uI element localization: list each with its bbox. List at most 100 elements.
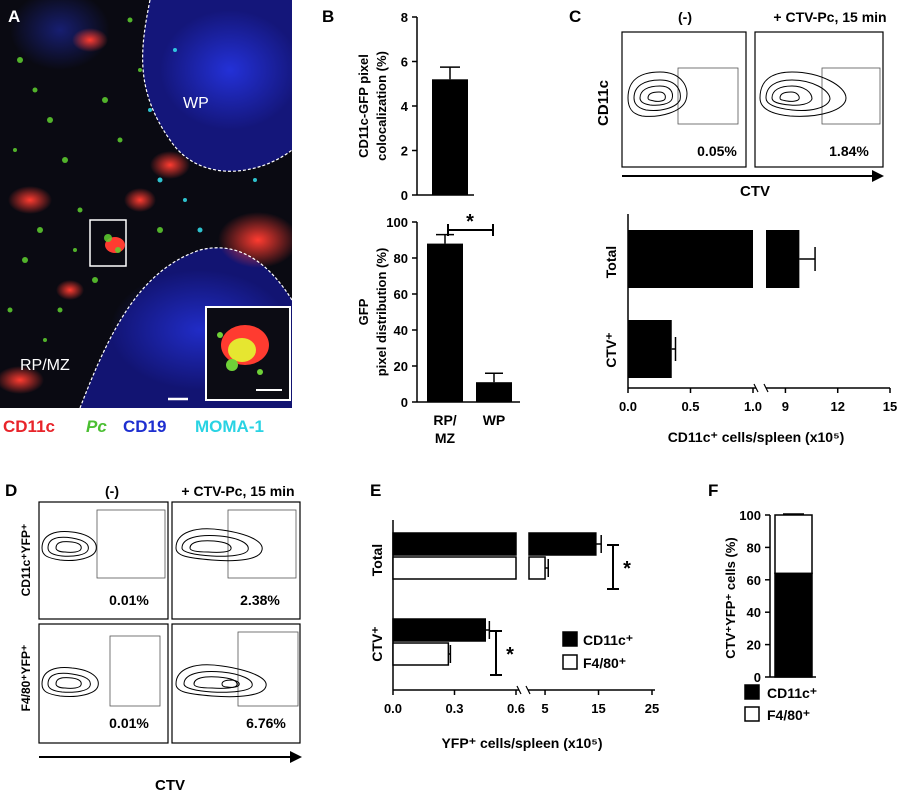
y-axis-label: CTV⁺YFP⁺ cells (%) <box>723 537 738 658</box>
x-tick-label: 1.0 <box>744 399 762 414</box>
y-tick-label: 40 <box>747 605 761 620</box>
panel-label-e: E <box>370 481 381 500</box>
flow-rowlabel-d-cd11c: CD11c⁺YFP⁺ <box>19 524 33 597</box>
bar-segment <box>774 514 813 575</box>
flow-xaxis-d: CTV <box>39 751 302 794</box>
gate-box <box>821 67 881 125</box>
micrograph-green-speckles <box>7 17 163 342</box>
gate-box <box>109 635 161 707</box>
flow-plot-d-3: 0.01% <box>38 623 169 744</box>
x-tick-label: 15 <box>883 399 897 414</box>
x-tick-label-line1: RP/ <box>433 412 456 428</box>
y-tick-label: 100 <box>739 508 761 523</box>
legend-label: F4/80⁺ <box>583 655 626 671</box>
y-category-label: Total <box>369 544 385 576</box>
chart-c-bottom: 0.0 0.5 1.0 9 12 15 Total CTV⁺ CD11c⁺ cells/sple… <box>603 214 897 445</box>
x-axis-label: YFP⁺ cells/spleen (x10⁵) <box>441 735 602 751</box>
bar <box>766 230 800 288</box>
flow-ylabel-c: CD11c <box>595 80 612 126</box>
micrograph-red-cells <box>0 28 292 394</box>
gate-box <box>677 67 739 125</box>
stain-legend: CD11c Pc CD19 MOMA-1 <box>3 417 264 436</box>
axis-break-mark <box>753 383 759 393</box>
panel-label-f: F <box>708 481 718 500</box>
legend-label: CD11c⁺ <box>583 632 633 648</box>
y-category-label: CTV⁺ <box>369 626 385 661</box>
flow-plot-c-treated: 1.84% <box>754 31 884 168</box>
rpmz-boundary-line <box>79 247 292 408</box>
flow-rowlabel-d-f480: F4/80⁺YFP⁺ <box>19 645 33 712</box>
x-tick-label: 0.0 <box>384 701 402 716</box>
y-tick-label: 20 <box>747 638 761 653</box>
gate-value: 2.38% <box>240 592 280 608</box>
bar <box>528 532 597 556</box>
x-tick-label: 5 <box>541 701 548 716</box>
flow-title-d-treated: + CTV-Pc, 15 min <box>181 483 294 499</box>
panel-label-d: D <box>5 481 17 500</box>
chart-b-top: 0 2 4 6 8 CD11c-GFP pixel colocalization (%) <box>356 10 474 203</box>
bar <box>427 243 463 402</box>
y-tick-label: 100 <box>386 215 408 230</box>
contour-plot <box>175 528 263 562</box>
legend-swatch <box>562 654 578 670</box>
y-tick-label: 40 <box>394 323 408 338</box>
x-tick-label: 15 <box>591 701 605 716</box>
significance-marker: * <box>466 211 474 233</box>
flow-title-c-treated: + CTV-Pc, 15 min <box>773 9 886 25</box>
region-label-wp: WP <box>183 95 209 112</box>
chart-b-bottom: 0 20 40 60 80 100 RP/MZ WP * GFP pixel distributio… <box>356 211 520 446</box>
contour-plot <box>627 71 688 117</box>
gate-value: 0.01% <box>109 715 149 731</box>
x-tick-label: 0.6 <box>507 701 525 716</box>
bar <box>628 320 672 378</box>
y-tick-label: 8 <box>401 10 408 25</box>
zoom-box <box>89 219 127 267</box>
x-tick-label: 0.5 <box>681 399 699 414</box>
contour-plot <box>41 531 97 561</box>
y-axis-label-line1: GFP <box>356 298 371 325</box>
legend-pc: Pc <box>86 417 107 436</box>
y-tick-label: 80 <box>394 251 408 266</box>
x-tick-label: 0.3 <box>445 701 463 716</box>
y-axis-label-line2: pixel distribution (%) <box>374 248 389 377</box>
gate-value: 0.05% <box>697 143 737 159</box>
y-tick-label: 0 <box>401 188 408 203</box>
flow-plot-d-2: 2.38% <box>171 501 301 620</box>
y-tick-label: 0 <box>754 670 761 685</box>
flow-xaxis-c: CTV <box>622 170 884 200</box>
gate-value: 1.84% <box>829 143 869 159</box>
bar-segment <box>774 572 813 678</box>
panel-label-a: A <box>8 7 20 26</box>
contour-plot <box>759 71 847 117</box>
x-tick-label: 9 <box>782 399 789 414</box>
contour-plot <box>41 667 99 697</box>
wp-boundary-line <box>142 0 292 172</box>
x-tick-label: 25 <box>645 701 659 716</box>
panel-label-b: B <box>322 7 334 26</box>
x-axis-label: CD11c⁺ cells/spleen (x10⁵) <box>668 429 845 445</box>
y-tick-label: 20 <box>394 359 408 374</box>
region-label-rpmz: RP/MZ <box>20 357 70 374</box>
significance-marker: * <box>623 558 631 580</box>
legend-swatch <box>562 631 578 647</box>
legend-label: F4/80⁺ <box>767 707 810 723</box>
contour-plot <box>175 664 267 698</box>
legend-swatch <box>744 706 760 722</box>
legend-label: CD11c⁺ <box>767 685 817 701</box>
legend-swatch <box>744 684 760 700</box>
x-tick-label-line2: MZ <box>435 430 456 446</box>
gate-value: 0.01% <box>109 592 149 608</box>
micrograph-cyan-speckles <box>148 48 257 233</box>
bar <box>432 79 468 195</box>
y-axis-label-line2: colocalization (%) <box>374 51 389 161</box>
gate-value: 6.76% <box>246 715 286 731</box>
flow-xlabel-c: CTV <box>740 183 770 200</box>
flow-title-d-control: (-) <box>105 483 119 499</box>
bar <box>392 642 450 666</box>
panel-label-c: C <box>569 7 581 26</box>
y-tick-label: 2 <box>401 144 408 159</box>
y-tick-label: 0 <box>401 395 408 410</box>
bar <box>528 556 546 580</box>
